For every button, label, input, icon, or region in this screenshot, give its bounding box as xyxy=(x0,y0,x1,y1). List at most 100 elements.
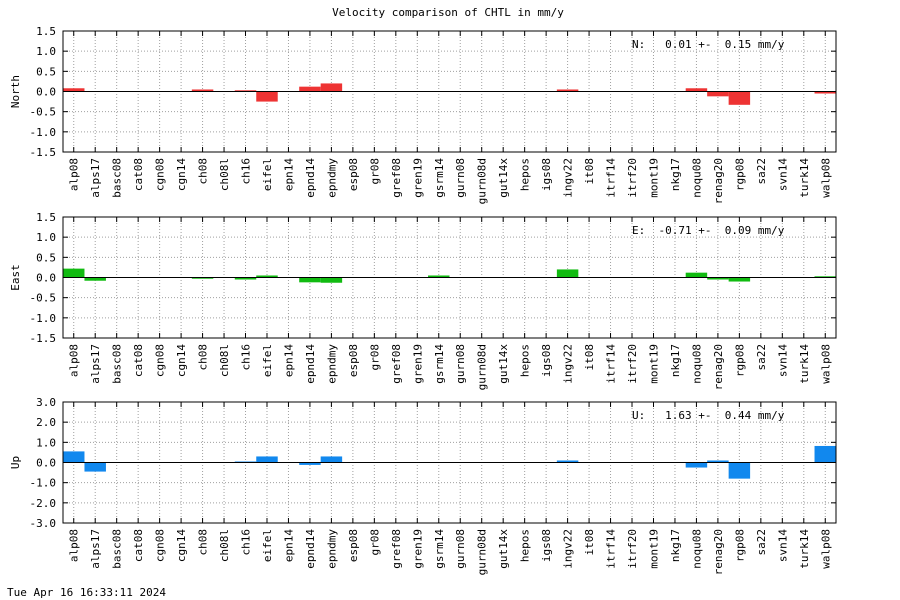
x-tick-label: turk14 xyxy=(798,158,811,198)
x-tick-label: gren19 xyxy=(411,529,424,569)
x-tick-label: cgn08 xyxy=(154,158,167,191)
x-tick-label: basc08 xyxy=(111,529,124,569)
x-tick-label: esp08 xyxy=(347,344,360,377)
x-tick-label: hepos xyxy=(519,344,532,377)
bar-east-eifel xyxy=(256,275,278,278)
bar-north-alp08 xyxy=(63,88,85,92)
x-tick-label: gurn08 xyxy=(454,529,467,569)
y-tick-label: 0.0 xyxy=(36,272,56,285)
bar-north-epnd14 xyxy=(299,86,321,92)
bar-east-rgp08 xyxy=(728,277,751,282)
bar-north-eifel xyxy=(256,91,278,102)
x-tick-label: ingv22 xyxy=(562,529,575,569)
stat-annotation-north: N: 0.01 +- 0.15 mm/y xyxy=(632,38,785,51)
x-tick-label: ch16 xyxy=(240,158,253,185)
y-axis-label-north: North xyxy=(9,75,22,108)
x-tick-label: igs08 xyxy=(540,529,553,562)
x-tick-label: svn14 xyxy=(776,529,789,562)
x-tick-label: walp08 xyxy=(819,529,832,569)
bar-up-renag20 xyxy=(707,460,729,463)
x-tick-label: renag20 xyxy=(712,158,725,204)
x-tick-label: gr08 xyxy=(368,344,381,371)
x-tick-label: svn14 xyxy=(776,344,789,377)
x-tick-label: esp08 xyxy=(347,158,360,191)
x-tick-label: cat08 xyxy=(132,529,145,562)
x-tick-label: gref08 xyxy=(390,529,403,569)
x-tick-label: epnd14 xyxy=(304,344,317,384)
x-tick-label: renag20 xyxy=(712,344,725,390)
x-tick-label: hepos xyxy=(519,529,532,562)
y-tick-label: -0.5 xyxy=(30,292,57,305)
x-tick-label: ch08 xyxy=(197,158,210,185)
stat-annotation-east: E: -0.71 +- 0.09 mm/y xyxy=(632,224,785,237)
x-tick-label: epndmy xyxy=(325,529,338,569)
x-tick-label: hepos xyxy=(519,158,532,191)
x-tick-label: noqu08 xyxy=(690,344,703,384)
bar-east-noqu08 xyxy=(685,272,708,278)
x-tick-label: cgn08 xyxy=(154,344,167,377)
bar-east-walp08 xyxy=(814,276,836,278)
y-tick-label: -1.5 xyxy=(30,332,57,345)
x-tick-label: mont19 xyxy=(647,158,660,198)
x-tick-label: ch08l xyxy=(218,529,231,562)
x-tick-label: cgn14 xyxy=(175,529,188,562)
x-tick-label: gref08 xyxy=(390,344,403,384)
x-tick-label: alp08 xyxy=(68,529,81,562)
x-tick-label: walp08 xyxy=(819,158,832,198)
y-tick-label: -1.0 xyxy=(30,312,57,325)
bar-east-renag20 xyxy=(707,277,729,280)
x-tick-label: cgn14 xyxy=(175,158,188,191)
x-tick-label: epn14 xyxy=(282,529,295,562)
bar-up-ch16 xyxy=(234,461,257,463)
bar-east-ch08 xyxy=(191,277,214,279)
plot-frame xyxy=(62,216,837,339)
x-tick-label: mont19 xyxy=(647,344,660,384)
x-tick-label: alps17 xyxy=(89,158,102,198)
x-tick-label: sa22 xyxy=(755,158,768,185)
x-tick-label: gr08 xyxy=(368,158,381,185)
x-tick-label: noqu08 xyxy=(690,529,703,569)
y-tick-label: 1.5 xyxy=(36,211,56,224)
x-tick-label: gren19 xyxy=(411,344,424,384)
bar-north-noqu08 xyxy=(685,88,708,92)
plot-frame xyxy=(62,30,837,153)
x-tick-label: epn14 xyxy=(282,344,295,377)
bar-up-ingv22 xyxy=(556,460,579,463)
x-tick-label: alps17 xyxy=(89,529,102,569)
x-tick-label: epn14 xyxy=(282,158,295,191)
bar-north-renag20 xyxy=(707,91,729,97)
panel-north: 1.5 1.0 0.5 0.0 -0.5 -1.0 -1.5 alp08 alps17 basc0… xyxy=(9,25,837,204)
x-tick-label: eifel xyxy=(261,158,274,191)
x-tick-label: turk14 xyxy=(798,529,811,569)
x-tick-label: nkg17 xyxy=(669,529,682,562)
x-tick-label: nkg17 xyxy=(669,344,682,377)
bar-north-ch16 xyxy=(234,90,257,92)
y-tick-label: 1.5 xyxy=(36,25,56,38)
x-tick-label: gurn08d xyxy=(476,158,489,204)
x-tick-label: ingv22 xyxy=(562,344,575,384)
y-tick-label: -2.0 xyxy=(30,497,57,510)
bar-north-ingv22 xyxy=(556,89,579,92)
bar-east-ingv22 xyxy=(556,269,579,278)
stat-annotation-up: U: 1.63 +- 0.44 mm/y xyxy=(632,409,785,422)
x-tick-label: noqu08 xyxy=(690,158,703,198)
bar-up-epndmy xyxy=(320,456,343,463)
x-tick-label: turk14 xyxy=(798,344,811,384)
x-tick-label: ch16 xyxy=(240,344,253,371)
x-tick-label: cat08 xyxy=(132,344,145,377)
x-tick-label: gurn08d xyxy=(476,344,489,390)
bar-east-alps17 xyxy=(84,277,106,281)
x-tick-label: ch16 xyxy=(240,529,253,556)
bar-north-epndmy xyxy=(320,83,343,92)
x-tick-label: itrf14 xyxy=(605,529,618,569)
x-tick-label: gurn08 xyxy=(454,158,467,198)
x-tick-label: ingv22 xyxy=(562,158,575,198)
panel-east: 1.5 1.0 0.5 0.0 -0.5 -1.0 -1.5 alp08 alps17 basc0… xyxy=(9,211,837,390)
x-tick-label: ch08 xyxy=(197,344,210,371)
x-tick-label: nkg17 xyxy=(669,158,682,191)
x-tick-label: epnd14 xyxy=(304,529,317,569)
bar-up-walp08 xyxy=(814,445,836,463)
bar-north-ch08 xyxy=(191,89,214,92)
x-tick-label: it08 xyxy=(583,158,596,185)
